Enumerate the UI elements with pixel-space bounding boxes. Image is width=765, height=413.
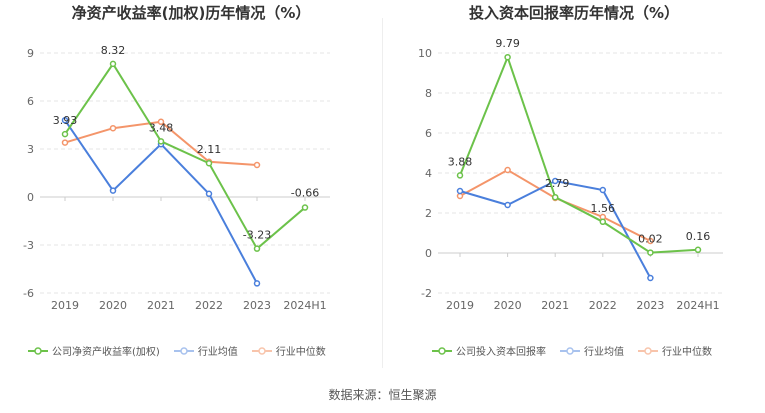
- data-label: 3.93: [53, 114, 78, 127]
- data-label: 2.79: [545, 177, 570, 190]
- series-line: [64, 62, 306, 251]
- legend-label: 公司净资产收益率(加权): [52, 347, 160, 358]
- y-tick-label: 3: [27, 143, 34, 156]
- x-tick-label: 2022: [195, 299, 223, 312]
- data-label: 8.32: [101, 44, 126, 57]
- data-point: [61, 130, 69, 138]
- series-line: [459, 54, 699, 254]
- legend-item-company-roe[interactable]: 公司净资产收益率(加权): [28, 343, 160, 358]
- legend-swatch-icon: [28, 346, 48, 355]
- x-tick-label: 2019: [446, 299, 474, 312]
- legend-item-industry-median[interactable]: 行业中位数: [638, 343, 712, 358]
- data-point: [109, 187, 117, 194]
- data-label: 3.48: [149, 121, 174, 134]
- data-point: [504, 166, 511, 174]
- y-tick-label: -6: [23, 287, 34, 300]
- data-point: [253, 161, 261, 169]
- data-point: [551, 177, 559, 185]
- data-point: [61, 116, 69, 124]
- data-source-note: 数据来源：恒生聚源: [328, 388, 437, 402]
- legend-label: 行业中位数: [662, 347, 712, 358]
- data-point: [109, 124, 117, 132]
- data-point: [456, 172, 464, 179]
- chart-title-roe: 净资产收益率(加权)历年情况（%）: [71, 4, 311, 22]
- data-label: -3.23: [243, 229, 271, 242]
- x-tick-label: 2024H1: [283, 299, 326, 312]
- legend-swatch-icon: [432, 346, 452, 355]
- legend-swatch-icon: [251, 346, 272, 355]
- legend-item-industry-mean[interactable]: 行业均值: [560, 343, 624, 358]
- legend-swatch-icon: [560, 346, 580, 355]
- y-tick-label: -3: [23, 239, 34, 252]
- y-tick-label: 0: [27, 191, 34, 204]
- y-tick-label: 4: [425, 167, 432, 180]
- y-tick-label: 6: [425, 127, 432, 140]
- legend-label: 公司投入资本回报率: [456, 347, 546, 358]
- data-point: [157, 138, 165, 145]
- legend-label: 行业中位数: [275, 347, 326, 358]
- legend-item-industry-mean[interactable]: 行业均值: [173, 343, 238, 358]
- panel-divider: [382, 18, 383, 368]
- y-tick-label: 9: [27, 47, 34, 60]
- data-point: [647, 274, 654, 282]
- charts-canvas: -6 -3 0 3 6 9 2019 2020 2021 2022 2023 2024H1 3.93 8.…: [23, 37, 723, 312]
- data-point: [599, 218, 607, 226]
- data-label: 0.16: [686, 230, 711, 243]
- data-point: [647, 237, 654, 245]
- data-point: [456, 187, 464, 195]
- data-point: [599, 186, 607, 194]
- legend-item-industry-median[interactable]: 行业中位数: [251, 343, 326, 358]
- x-tick-label: 2024H1: [676, 299, 719, 312]
- chart-title-roic: 投入资本回报率历年情况（%）: [468, 4, 680, 22]
- data-label: 1.56: [591, 202, 616, 215]
- legend-roic: 公司投入资本回报率 行业均值 行业中位数: [432, 343, 712, 358]
- data-label: 2.11: [197, 143, 222, 156]
- data-label: -0.66: [291, 187, 319, 200]
- y-tick-label: 2: [425, 207, 432, 220]
- data-point: [109, 60, 117, 68]
- data-point: [694, 246, 702, 254]
- data-point: [551, 193, 559, 201]
- y-tick-label: 6: [27, 95, 34, 108]
- data-point: [205, 190, 213, 198]
- y-tick-label: 0: [425, 247, 432, 260]
- x-tick-label: 2020: [494, 299, 522, 312]
- legend-swatch-icon: [173, 346, 194, 355]
- data-point: [253, 280, 261, 287]
- legend-swatch-icon: [638, 346, 658, 355]
- legend-label: 行业均值: [197, 347, 238, 358]
- y-tick-label: -2: [421, 287, 432, 300]
- y-tick-label: 8: [425, 87, 432, 100]
- x-tick-label: 2022: [589, 299, 617, 312]
- data-point: [253, 245, 261, 252]
- legend-item-company-roic[interactable]: 公司投入资本回报率: [432, 343, 546, 358]
- y-tick-label: 10: [418, 47, 432, 60]
- data-point: [205, 159, 213, 167]
- x-tick-label: 2021: [541, 299, 569, 312]
- x-tick-label: 2019: [51, 299, 79, 312]
- data-label: 0.02: [638, 233, 663, 246]
- data-point: [301, 204, 309, 211]
- data-point: [647, 249, 654, 256]
- legend-label: 行业均值: [584, 347, 624, 358]
- data-label: 3.88: [448, 155, 473, 168]
- data-point: [157, 118, 165, 126]
- x-tick-label: 2020: [99, 299, 127, 312]
- data-point: [504, 201, 511, 209]
- x-tick-label: 2023: [243, 299, 271, 312]
- legend-roe: 公司净资产收益率(加权) 行业均值 行业中位数: [28, 343, 326, 358]
- data-point: [504, 53, 511, 61]
- data-point: [61, 139, 69, 146]
- data-label: 9.79: [495, 37, 520, 50]
- x-tick-label: 2021: [147, 299, 175, 312]
- x-tick-label: 2023: [636, 299, 664, 312]
